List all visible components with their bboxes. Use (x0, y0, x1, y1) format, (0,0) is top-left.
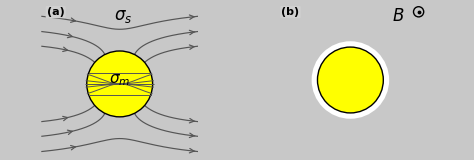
Text: (b): (b) (282, 7, 300, 17)
Text: $\boldsymbol{\sigma_m}$: $\boldsymbol{\sigma_m}$ (109, 72, 130, 88)
Text: $\boldsymbol{\sigma_s}$: $\boldsymbol{\sigma_s}$ (114, 7, 133, 25)
Circle shape (318, 47, 383, 113)
Circle shape (87, 51, 153, 117)
Text: $B$: $B$ (392, 7, 404, 25)
Text: (a): (a) (47, 7, 64, 17)
